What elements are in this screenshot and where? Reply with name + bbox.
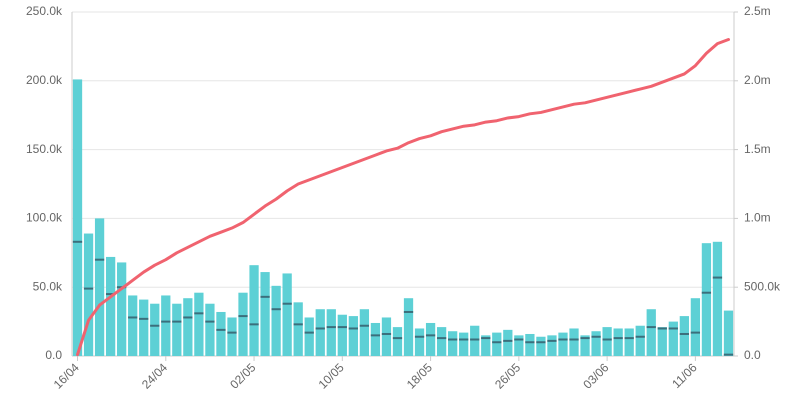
y-tick-label: 250.0k	[26, 4, 63, 18]
bar	[128, 295, 138, 356]
bar	[348, 316, 358, 356]
bar	[492, 332, 502, 356]
bar	[668, 321, 678, 356]
bar	[646, 309, 656, 356]
y2-tick-label: 2.5m	[744, 4, 771, 18]
bar	[381, 317, 392, 356]
bar	[172, 303, 182, 356]
bar	[271, 285, 281, 356]
bar	[569, 328, 579, 356]
bar	[514, 335, 524, 356]
line	[76, 38, 730, 357]
y-tick-label: 100.0k	[26, 211, 63, 225]
bar	[591, 331, 601, 356]
y2-tick-label: 2.0m	[744, 73, 771, 87]
x-tick-label: 18/05	[404, 360, 435, 391]
bar	[216, 311, 226, 356]
y2-tick-label: 1.0m	[744, 211, 771, 225]
x-tick-label: 24/04	[139, 360, 170, 391]
y-tick-label: 50.0k	[33, 279, 63, 293]
bar	[315, 309, 325, 356]
y-tick-label: 0.0	[45, 348, 62, 362]
bar	[414, 328, 425, 356]
bar	[293, 302, 303, 356]
bar	[282, 273, 292, 356]
bar	[602, 327, 612, 356]
bar	[326, 309, 336, 356]
x-tick-label: 11/06	[669, 360, 700, 391]
bar	[657, 327, 667, 356]
bar	[260, 272, 270, 356]
bar	[679, 316, 689, 356]
bar	[536, 336, 546, 356]
bar	[238, 292, 248, 356]
y-tick-label: 200.0k	[26, 73, 63, 87]
bar	[150, 303, 160, 356]
bar	[161, 295, 171, 356]
bar	[525, 333, 535, 356]
bar	[139, 299, 149, 356]
bar	[470, 325, 480, 356]
bar	[403, 298, 414, 356]
bar	[117, 262, 127, 356]
bar	[624, 328, 634, 356]
bar	[183, 298, 193, 356]
bar	[72, 79, 83, 356]
x-tick-label: 10/05	[316, 360, 347, 391]
bar	[448, 331, 458, 356]
bar	[249, 265, 259, 356]
bar	[690, 298, 701, 356]
bar	[547, 335, 557, 356]
x-tick-label: 03/06	[580, 360, 611, 391]
x-tick-label: 26/05	[492, 360, 523, 391]
bar	[205, 303, 215, 356]
bar	[558, 332, 568, 356]
bar	[94, 218, 105, 356]
y2-tick-label: 0.0	[744, 348, 761, 362]
bar	[227, 317, 237, 356]
bar	[436, 327, 447, 356]
bar	[105, 256, 116, 356]
bar	[370, 322, 381, 356]
bar	[83, 233, 94, 356]
bar	[723, 310, 734, 356]
bar	[337, 314, 347, 356]
bar	[304, 317, 314, 356]
bar	[481, 335, 491, 356]
bar	[613, 328, 623, 356]
bar	[635, 325, 645, 356]
bar	[425, 322, 436, 356]
bar	[392, 327, 403, 356]
bar	[459, 332, 469, 356]
x-tick-label: 16/04	[51, 360, 82, 391]
bar	[712, 241, 723, 356]
bar	[580, 335, 590, 356]
bar	[359, 309, 370, 356]
bar	[701, 243, 712, 356]
y2-tick-label: 500.0k	[744, 279, 781, 293]
bar	[194, 292, 204, 356]
y2-tick-label: 1.5m	[744, 142, 771, 156]
y-tick-label: 150.0k	[26, 142, 63, 156]
x-tick-label: 02/05	[227, 360, 258, 391]
bar	[503, 329, 513, 356]
